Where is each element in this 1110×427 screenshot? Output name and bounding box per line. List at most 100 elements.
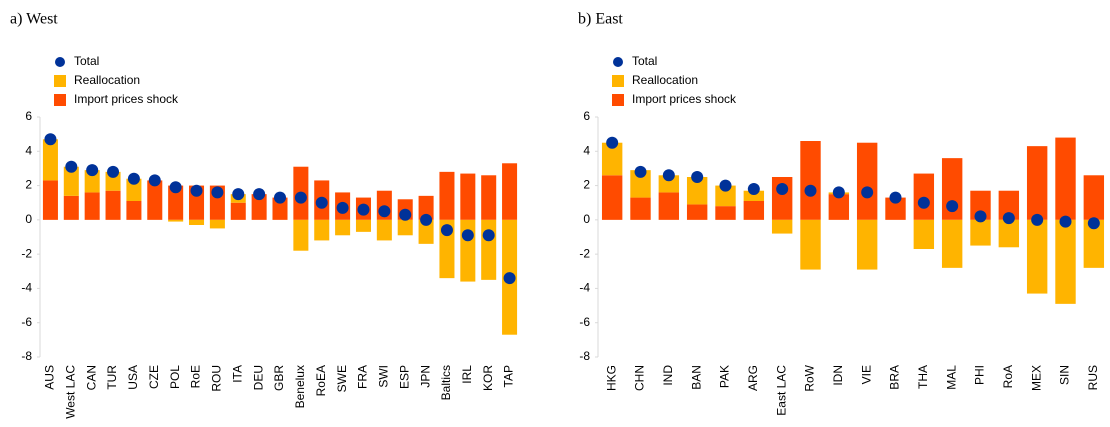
x-tick-label: VIE — [859, 365, 873, 384]
x-tick-label: IND — [661, 365, 675, 386]
bar — [209, 219, 225, 229]
bar — [84, 170, 100, 193]
total-dot — [274, 191, 286, 204]
x-tick-label: MEX — [1029, 365, 1043, 391]
bar — [970, 190, 991, 220]
y-tick-label: -4 — [579, 281, 590, 295]
bar — [251, 194, 267, 220]
total-dot — [1087, 217, 1100, 230]
x-tick-label: PAK — [718, 365, 732, 388]
bar — [1083, 219, 1105, 268]
legend-marker — [612, 75, 624, 87]
bar — [502, 163, 518, 220]
total-dot — [253, 188, 266, 201]
x-tick-label: Benelux — [293, 365, 307, 408]
legend-label: Reallocation — [632, 73, 698, 87]
total-dot — [1059, 215, 1072, 228]
total-dot — [832, 186, 845, 199]
total-dot — [211, 186, 224, 199]
x-tick-label: THA — [916, 365, 930, 389]
bar — [800, 219, 821, 270]
chart-title: b) East — [578, 11, 623, 28]
total-dot — [776, 183, 789, 195]
x-tick-label: SWE — [335, 365, 349, 392]
bar — [1083, 175, 1105, 220]
x-tick-label: MAL — [944, 365, 958, 390]
x-tick-label: JPN — [418, 365, 432, 388]
bar — [418, 195, 434, 220]
bar — [1026, 146, 1048, 220]
bar — [856, 142, 878, 220]
total-dot — [503, 272, 516, 285]
x-tick-label: CZE — [147, 365, 161, 389]
bar — [885, 197, 906, 220]
x-tick-label: TUR — [105, 365, 119, 390]
y-tick-label: -8 — [21, 349, 32, 363]
bar — [715, 185, 736, 207]
x-tick-label: ARG — [746, 365, 760, 391]
total-dot — [861, 186, 874, 199]
bar — [42, 180, 58, 220]
total-dot — [461, 229, 474, 242]
y-tick-label: 6 — [583, 109, 590, 123]
legend-marker — [54, 94, 66, 106]
x-tick-label: Baltics — [439, 365, 453, 400]
x-tick-label: GBR — [272, 365, 286, 391]
bar — [1055, 219, 1076, 304]
y-tick-label: 2 — [25, 178, 32, 192]
legend-label: Import prices shock — [74, 92, 179, 106]
total-dot — [336, 201, 349, 214]
total-dot — [399, 208, 412, 221]
bar — [771, 219, 793, 234]
bar — [998, 190, 1020, 220]
total-dot — [294, 191, 307, 204]
bar — [941, 219, 963, 268]
bar — [1026, 219, 1048, 294]
y-tick-label: -8 — [579, 349, 590, 363]
x-tick-label: FRA — [356, 365, 370, 389]
bar — [63, 195, 79, 220]
total-dot — [232, 188, 245, 201]
x-tick-label: BAN — [689, 365, 703, 390]
x-tick-label: HKG — [604, 365, 618, 391]
bar — [828, 194, 850, 220]
bar — [168, 185, 184, 220]
bar — [105, 171, 121, 191]
bar — [481, 219, 497, 280]
bar — [743, 201, 765, 220]
x-tick-label: SWI — [377, 365, 391, 388]
bar — [335, 219, 351, 236]
x-tick-label: RoW — [803, 364, 817, 391]
x-tick-label: IRL — [460, 365, 474, 384]
bar — [397, 219, 413, 236]
total-dot — [127, 172, 140, 185]
total-dot — [65, 160, 78, 173]
bar — [439, 171, 455, 220]
x-tick-label: BRA — [888, 365, 902, 390]
x-tick-label: ROU — [210, 365, 224, 392]
bar — [856, 219, 878, 270]
bar — [84, 192, 100, 220]
bar — [481, 175, 497, 220]
bar — [460, 173, 476, 220]
total-dot — [634, 165, 647, 178]
total-dot — [1031, 213, 1044, 226]
bar — [105, 190, 121, 220]
y-tick-label: 4 — [583, 143, 590, 157]
total-dot — [420, 213, 433, 226]
bar — [460, 219, 476, 282]
y-tick-label: 0 — [25, 212, 32, 226]
x-tick-label: SIN — [1058, 365, 1072, 385]
x-tick-label: POL — [168, 365, 182, 389]
bar — [715, 206, 736, 220]
total-dot — [86, 164, 99, 177]
total-dot — [482, 229, 495, 242]
y-tick-label: 2 — [583, 178, 590, 192]
bar — [970, 219, 991, 246]
bar — [418, 219, 434, 244]
x-tick-label: PHI — [973, 365, 987, 385]
bar — [630, 170, 651, 198]
total-dot — [719, 179, 732, 192]
x-tick-label: RoE — [189, 365, 203, 388]
